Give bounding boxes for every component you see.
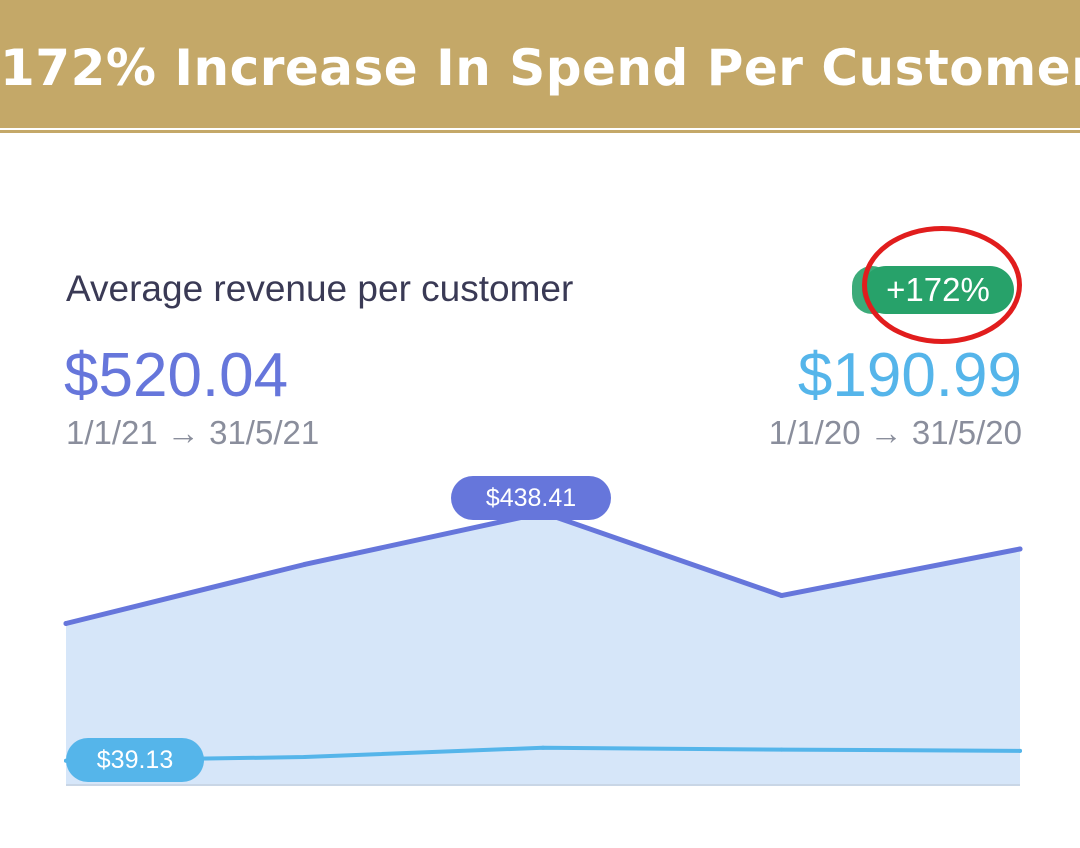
current-series-area — [66, 512, 1020, 785]
current-series-point-3 — [779, 593, 784, 599]
current-series-point-0 — [63, 621, 69, 626]
current-series-peak-label: $438.41 — [451, 476, 611, 520]
current-period-range: 1/1/21 → 31/5/21 — [66, 414, 320, 451]
current-period-value: $520.04 — [64, 341, 289, 410]
previous-series-start-label: $39.13 — [66, 738, 204, 782]
current-series-point-1 — [302, 561, 307, 567]
previous-series-point-3 — [779, 747, 784, 752]
previous-period-range: 1/1/20 → 31/5/20 — [768, 414, 1022, 451]
previous-period-value: $190.99 — [797, 341, 1022, 410]
current-series-point-4 — [1017, 546, 1023, 552]
highlight-circle-annotation — [862, 226, 1022, 344]
previous-series-point-2 — [541, 745, 545, 750]
previous-series-point-1 — [302, 755, 307, 760]
metric-title: Average revenue per customer — [66, 268, 574, 309]
banner-title: 172% Increase In Spend Per Customer — [0, 39, 1080, 97]
previous-series-point-4 — [1018, 748, 1022, 753]
header-banner: 172% Increase In Spend Per Customer — [0, 0, 1080, 130]
